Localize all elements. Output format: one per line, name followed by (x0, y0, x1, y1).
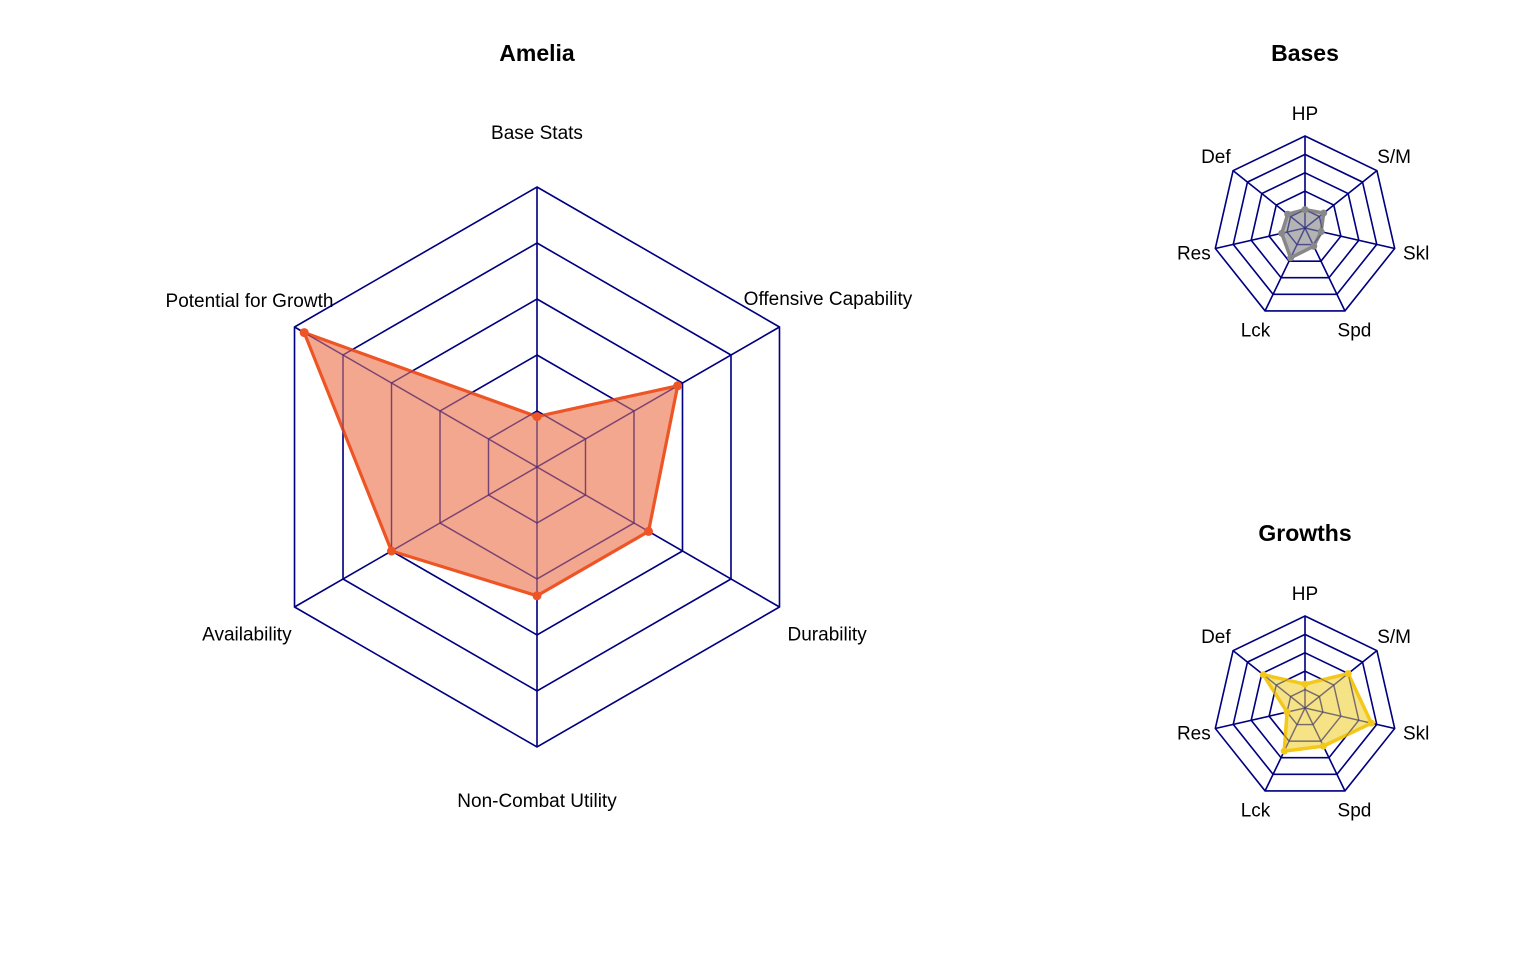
data-point-spd (1310, 242, 1318, 250)
data-point-durability (644, 526, 654, 536)
axis-label-s-m: S/M (1377, 627, 1411, 648)
axis-spoke-overlay (1215, 227, 1306, 250)
grid-ring-overlay-5 (293, 186, 781, 748)
grid-ring-5 (1214, 615, 1396, 792)
axis-label-offensive-capability: Offensive Capability (744, 289, 913, 310)
axis-label-spd: Spd (1338, 801, 1372, 822)
axis-label-res: Res (1177, 243, 1211, 264)
axis-spoke-overlay (294, 466, 538, 608)
data-point-potential-for-growth (299, 328, 309, 338)
axis-label-durability: Durability (788, 625, 868, 646)
data-point-skl (1317, 228, 1325, 236)
data-point-lck (1280, 747, 1288, 755)
axis-label-base-stats: Base Stats (491, 123, 583, 144)
grid-ring-overlay-1 (487, 410, 587, 524)
axis-label-res: Res (1177, 723, 1211, 744)
axis-label-skl: Skl (1403, 723, 1429, 744)
data-point-hp (1301, 680, 1309, 688)
grid-ring-2 (1268, 190, 1342, 262)
data-point-availability (387, 546, 397, 556)
axis-spoke-overlay (1304, 170, 1378, 229)
chart-title: Growths (1258, 520, 1351, 546)
amelia-radar-chart: Amelia Base Stats Offensive Capability Dura… (166, 40, 913, 812)
data-point-spd (1319, 742, 1327, 750)
axis-spoke-overlay (294, 326, 538, 468)
axis-label-skl: Skl (1403, 243, 1429, 264)
data-point-def (1284, 210, 1292, 218)
data-point-skl (1367, 719, 1375, 727)
grid-ring-4 (1232, 153, 1378, 296)
axis-spoke-overlay (1304, 707, 1395, 730)
data-point-offensive-capability (673, 381, 683, 391)
data-area (1261, 671, 1374, 753)
grid-ring-overlay-2 (1268, 190, 1342, 262)
bases-radar-chart: Bases HP S/M Skl Spd Lck Res Def (1177, 40, 1429, 342)
data-point-hp (1301, 206, 1309, 214)
chart-title: Amelia (499, 40, 575, 66)
grid-ring-overlay-4 (1232, 153, 1378, 295)
data-area (302, 331, 680, 598)
axis-label-spd: Spd (1338, 321, 1372, 342)
axis-label-non-combat-utility: Non-Combat Utility (457, 791, 617, 812)
axis-label-availability: Availability (202, 625, 292, 646)
axis-spoke-overlay (1304, 227, 1346, 312)
grid-ring-overlay-3 (1250, 652, 1360, 759)
grid-ring-3 (1250, 171, 1360, 279)
axis-label-hp: HP (1292, 104, 1318, 125)
axis-label-def: Def (1201, 147, 1231, 168)
data-point-non-combat-utility (532, 591, 542, 601)
grid-ring-overlay-4 (342, 242, 732, 692)
axis-spoke-overlay (536, 326, 780, 468)
grid-ring-overlay-3 (1250, 172, 1360, 279)
axis-label-def: Def (1201, 627, 1231, 648)
axis-spoke-overlay (1304, 650, 1378, 709)
data-point-res (1278, 229, 1286, 237)
axis-spoke-overlay (1232, 650, 1306, 709)
grid-ring-overlay-2 (439, 354, 635, 580)
axis-label-hp: HP (1292, 584, 1318, 605)
axis-spoke-overlay (1232, 170, 1306, 229)
axis-label-s-m: S/M (1377, 147, 1411, 168)
data-point-base-stats (532, 412, 542, 422)
axis-label-lck: Lck (1241, 801, 1271, 822)
data-point-s-m (1320, 209, 1328, 217)
grid-ring-overlay-5 (1214, 135, 1396, 312)
axis-label-lck: Lck (1241, 321, 1271, 342)
grid-ring-4 (1232, 633, 1378, 776)
grid-ring-overlay-5 (1214, 615, 1396, 792)
axis-spoke-overlay (536, 466, 780, 608)
data-point-s-m (1344, 670, 1352, 678)
grid-ring-overlay-4 (1232, 633, 1378, 775)
grid-ring-overlay-1 (1286, 688, 1324, 726)
growths-radar-chart: Growths HP S/M Skl Spd Lck Res Def (1177, 520, 1429, 822)
chart-title: Bases (1271, 40, 1339, 66)
grid-ring-overlay-2 (1268, 670, 1342, 742)
data-point-lck (1287, 254, 1295, 262)
grid-ring-5 (1214, 135, 1396, 312)
data-point-res (1283, 708, 1291, 716)
axis-spoke-overlay (1304, 707, 1346, 792)
data-point-def (1259, 671, 1267, 679)
grid-ring-overlay-3 (390, 298, 684, 636)
axis-label-potential-for-growth: Potential for Growth (166, 291, 334, 312)
axis-spoke-overlay (1264, 227, 1306, 312)
grid-ring-overlay-1 (1286, 208, 1324, 246)
